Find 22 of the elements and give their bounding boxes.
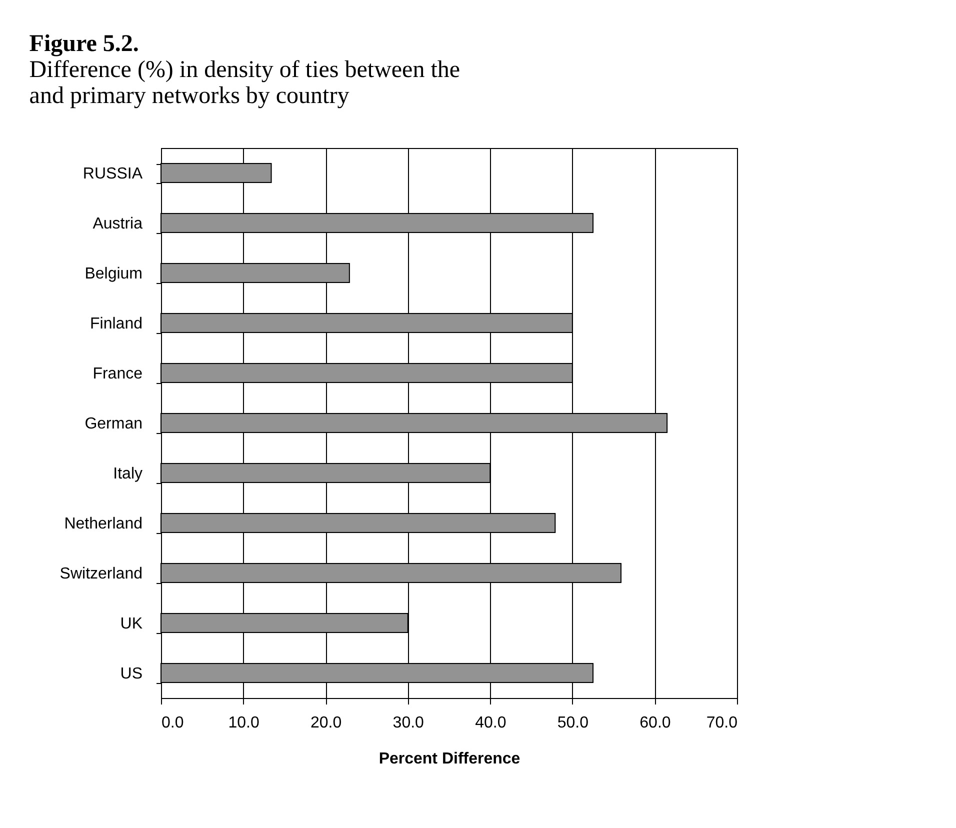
y-tick-label: Italy (113, 466, 142, 482)
y-tick-label: Finland (90, 316, 142, 332)
x-tick-label: 0.0 (162, 714, 184, 732)
y-tick-label: RUSSIA (82, 166, 143, 182)
chart-title: Figure 5.2. (29, 31, 139, 57)
x-tick-label: 20.0 (310, 714, 342, 732)
y-tick-label: Switzerland (60, 566, 142, 582)
y-tick-label: Netherland (64, 516, 142, 532)
y-tick-label: German (84, 416, 142, 432)
y-tick-label: US (120, 666, 142, 682)
x-tick-label: 10.0 (228, 714, 260, 732)
x-axis-title: Percent Difference (378, 750, 520, 768)
chart-subtitle: Difference (%) in density of ties between the and primary networks by country (29, 57, 460, 109)
x-tick-label: 70.0 (706, 714, 738, 732)
y-tick-label: UK (120, 616, 143, 632)
y-tick-label: Belgium (84, 266, 142, 282)
x-tick-label: 40.0 (475, 714, 506, 732)
y-tick-label: Austria (92, 216, 143, 232)
x-tick-label: 50.0 (557, 714, 589, 732)
x-tick-label: 60.0 (640, 714, 671, 732)
x-tick-label: 30.0 (392, 714, 424, 732)
y-tick-label: France (92, 366, 143, 382)
